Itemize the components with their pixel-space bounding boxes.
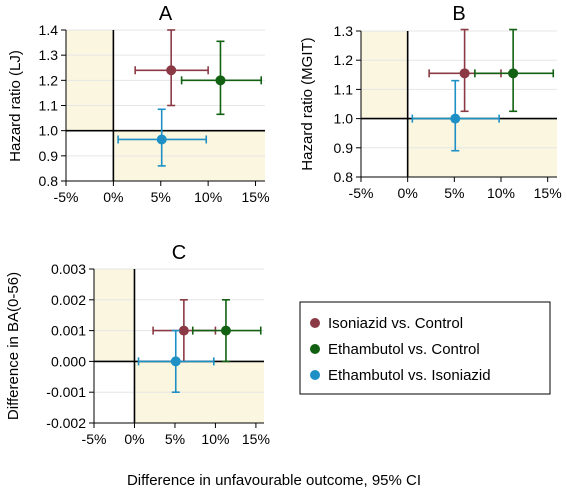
data-point-ethambutol-vs-isoniazid [156, 134, 167, 145]
y-axis-label-c: Difference in BA(0-56) [5, 272, 22, 420]
x-tick-label: -5% [82, 431, 107, 447]
x-tick-label: 5% [165, 431, 185, 447]
y-tick-label: 0.8 [334, 169, 354, 185]
x-tick-label: 0% [103, 189, 123, 205]
y-tick-label: 0.000 [51, 353, 86, 369]
data-point-ethambutol-vs-control [215, 75, 226, 86]
y-tick-label: 0.9 [39, 148, 59, 164]
x-tick-label: 10% [194, 189, 222, 205]
legend-marker-ethambutol-vs-isoniazid [310, 370, 320, 380]
panel-c: -0.002 -0.001 0.000 0.001 0.002 0.003 -5% 0% 5% 1… [5, 242, 270, 447]
legend-label-ethambutol-vs-control: Ethambutol vs. Control [328, 341, 480, 358]
legend-marker-isoniazid-vs-control [310, 318, 320, 328]
data-point-isoniazid-vs-control [166, 65, 177, 76]
y-tick-label: -0.002 [46, 415, 86, 431]
data-point-ethambutol-vs-control [508, 68, 519, 79]
y-tick-label: 0.9 [334, 140, 354, 156]
legend-marker-ethambutol-vs-control [310, 344, 320, 354]
data-point-isoniazid-vs-control [178, 325, 189, 336]
y-axis-label-b: Hazard ratio (MGIT) [299, 37, 316, 170]
y-tick-label: 1.2 [39, 72, 59, 88]
y-tick-label: 1.1 [39, 98, 59, 114]
panel-a: 0.8 0.9 1.0 1.1 1.2 1.3 1.4 -5% 0% 5% 10% 15% A Hazar… [7, 3, 270, 205]
y-tick-label: 0.002 [51, 292, 86, 308]
y-tick-label: 1.3 [334, 23, 354, 39]
data-point-ethambutol-vs-isoniazid [450, 113, 461, 124]
y-tick-label: 1.3 [39, 47, 59, 63]
panel-title-c: C [172, 242, 186, 264]
x-tick-label: 0% [398, 185, 418, 201]
x-tick-label: 5% [444, 185, 464, 201]
x-tick-label: -5% [349, 185, 374, 201]
y-tick-label: 1.2 [334, 52, 354, 68]
y-tick-label: -0.001 [46, 384, 86, 400]
x-tick-label: 15% [242, 431, 270, 447]
data-point-isoniazid-vs-control [459, 68, 470, 79]
y-tick-label: 1.1 [334, 81, 354, 97]
x-tick-label: 15% [534, 185, 562, 201]
legend: Isoniazid vs. Control Ethambutol vs. Con… [299, 301, 551, 395]
y-tick-label: 1.0 [39, 123, 59, 139]
legend-label-ethambutol-vs-isoniazid: Ethambutol vs. Isoniazid [328, 367, 491, 384]
panel-title-a: A [159, 3, 173, 25]
x-tick-label: 5% [151, 189, 171, 205]
y-axis-label-a: Hazard ratio (LJ) [7, 50, 24, 162]
y-tick-label: 1.4 [39, 22, 59, 38]
data-point-ethambutol-vs-isoniazid [170, 356, 181, 367]
x-axis-caption: Difference in unfavourable outcome, 95% … [127, 472, 421, 489]
x-tick-label: 15% [242, 189, 270, 205]
y-tick-label: 1.0 [334, 111, 354, 127]
y-tick-label: 0.003 [51, 261, 86, 277]
x-tick-label: 0% [124, 431, 144, 447]
x-tick-label: 10% [201, 431, 229, 447]
x-tick-label: 10% [487, 185, 515, 201]
shaded-quadrant-upper-left [361, 31, 408, 119]
shaded-quadrant-upper-left [94, 269, 135, 362]
legend-label-isoniazid-vs-control: Isoniazid vs. Control [328, 315, 463, 332]
y-tick-label: 0.8 [39, 173, 59, 189]
y-tick-label: 0.001 [51, 323, 86, 339]
data-point-ethambutol-vs-control [220, 325, 231, 336]
panel-b: 0.8 0.9 1.0 1.1 1.2 1.3 -5% 0% 5% 10% 15% B Hazard r… [299, 3, 562, 201]
panel-title-b: B [452, 3, 465, 25]
legend-box [299, 301, 551, 395]
x-tick-label: -5% [54, 189, 79, 205]
